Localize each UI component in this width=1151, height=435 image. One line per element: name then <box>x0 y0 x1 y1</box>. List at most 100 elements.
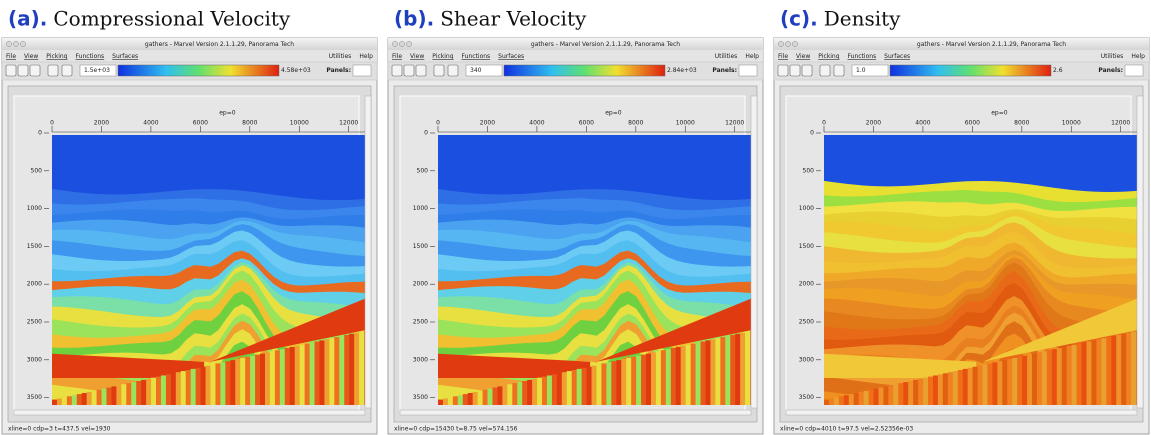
window-button[interactable] <box>778 41 783 46</box>
menu-item[interactable]: Functions <box>462 53 491 60</box>
deep-layer <box>1012 358 1018 405</box>
deep-layer <box>290 347 296 405</box>
toolbar-button[interactable] <box>48 65 58 76</box>
panels-input[interactable] <box>1125 65 1143 76</box>
deep-layer <box>1042 351 1048 405</box>
toolbar-button[interactable] <box>820 65 830 76</box>
menu-item[interactable]: Utilities <box>329 53 352 60</box>
deep-layer <box>582 368 588 405</box>
toolbar-button[interactable] <box>802 65 812 76</box>
toolbar-button[interactable] <box>404 65 414 76</box>
x-tick-label: 12000 <box>339 120 358 127</box>
window-button[interactable] <box>792 41 797 46</box>
scrollbar-v[interactable] <box>365 96 371 408</box>
menu-item[interactable]: Surfaces <box>498 53 524 60</box>
scrollbar-v[interactable] <box>751 96 757 408</box>
deep-layer <box>864 391 870 405</box>
deep-layer <box>740 333 746 405</box>
menu-item[interactable]: Functions <box>76 53 105 60</box>
window-button[interactable] <box>6 41 11 46</box>
toolbar-button[interactable] <box>392 65 402 76</box>
deep-layer <box>869 390 875 405</box>
menu-item[interactable]: Utilities <box>715 53 738 60</box>
window-button[interactable] <box>406 41 411 46</box>
y-tick-label: 500 <box>31 167 43 174</box>
deep-layer <box>255 355 261 405</box>
deep-layer <box>532 379 538 405</box>
window-button[interactable] <box>785 41 790 46</box>
scrollbar-h[interactable] <box>400 410 751 415</box>
deep-layer <box>349 334 355 405</box>
deep-layer <box>131 382 137 405</box>
menu-item[interactable]: Utilities <box>1101 53 1124 60</box>
menu-item[interactable]: Surfaces <box>884 53 910 60</box>
menu-item[interactable]: File <box>778 53 788 60</box>
menu-item[interactable]: Help <box>359 53 373 60</box>
toolbar-button[interactable] <box>416 65 426 76</box>
window-button[interactable] <box>399 41 404 46</box>
x-axis-label: ep=0 <box>605 110 622 117</box>
toolbar-button[interactable] <box>434 65 444 76</box>
toolbar-button[interactable] <box>62 65 72 76</box>
deep-layer <box>92 391 98 405</box>
menu-item[interactable]: File <box>6 53 16 60</box>
toolbar-button[interactable] <box>30 65 40 76</box>
panels-input[interactable] <box>739 65 757 76</box>
y-tick-label: 2000 <box>799 281 814 288</box>
deep-layer <box>1101 338 1107 405</box>
menu-item[interactable]: Functions <box>848 53 877 60</box>
deep-layer <box>300 345 306 405</box>
deep-layer <box>696 343 702 405</box>
window-button[interactable] <box>20 41 25 46</box>
deep-layer <box>141 380 147 405</box>
toolbar-button[interactable] <box>18 65 28 76</box>
menu-item[interactable]: Picking <box>818 53 839 60</box>
x-tick-label: 2000 <box>94 120 109 127</box>
y-tick-label: 2000 <box>413 281 428 288</box>
menu-item[interactable]: Help <box>745 53 759 60</box>
panels-label: Panels: <box>712 67 737 74</box>
panel: (c).Densitygathers - Marvel Version 2.1.… <box>774 7 1149 435</box>
deep-layer <box>537 378 543 405</box>
scrollbar-v[interactable] <box>1137 96 1143 408</box>
deep-layer <box>621 359 627 405</box>
toolbar-button[interactable] <box>834 65 844 76</box>
panels-input[interactable] <box>353 65 371 76</box>
x-tick-label: 12000 <box>725 120 744 127</box>
x-tick-label: 4000 <box>143 120 158 127</box>
x-tick-label: 2000 <box>866 120 881 127</box>
y-tick-label: 1000 <box>413 205 428 212</box>
y-tick-label: 500 <box>803 167 815 174</box>
deep-layer <box>82 393 88 405</box>
menu-item[interactable]: Picking <box>46 53 67 60</box>
deep-layer <box>285 348 291 405</box>
colorbar <box>504 65 665 76</box>
deep-layer <box>1062 347 1068 405</box>
toolbar-button[interactable] <box>6 65 16 76</box>
window-button[interactable] <box>13 41 18 46</box>
scrollbar-h[interactable] <box>786 410 1137 415</box>
menu-item[interactable]: Help <box>1131 53 1145 60</box>
deep-layer <box>295 346 301 405</box>
deep-layer <box>339 336 345 405</box>
y-tick-label: 3000 <box>799 356 814 363</box>
toolbar-button[interactable] <box>448 65 458 76</box>
deep-layer <box>305 344 311 405</box>
toolbar-button[interactable] <box>778 65 788 76</box>
window-button[interactable] <box>392 41 397 46</box>
colorbar-max: 2.84e+03 <box>667 67 697 74</box>
menu-item[interactable]: View <box>410 53 424 60</box>
x-tick-label: 0 <box>822 120 826 127</box>
deep-layer <box>666 349 672 405</box>
menu-item[interactable]: Picking <box>432 53 453 60</box>
menu-item[interactable]: View <box>796 53 810 60</box>
menu-item[interactable]: File <box>392 53 402 60</box>
menu-item[interactable]: Surfaces <box>112 53 138 60</box>
menu-item[interactable]: View <box>24 53 38 60</box>
toolbar-button[interactable] <box>790 65 800 76</box>
deep-layer <box>507 384 513 405</box>
scrollbar-h[interactable] <box>14 410 365 415</box>
y-tick-label: 3500 <box>27 394 42 401</box>
deep-layer <box>497 386 503 405</box>
deep-layer <box>641 355 647 405</box>
